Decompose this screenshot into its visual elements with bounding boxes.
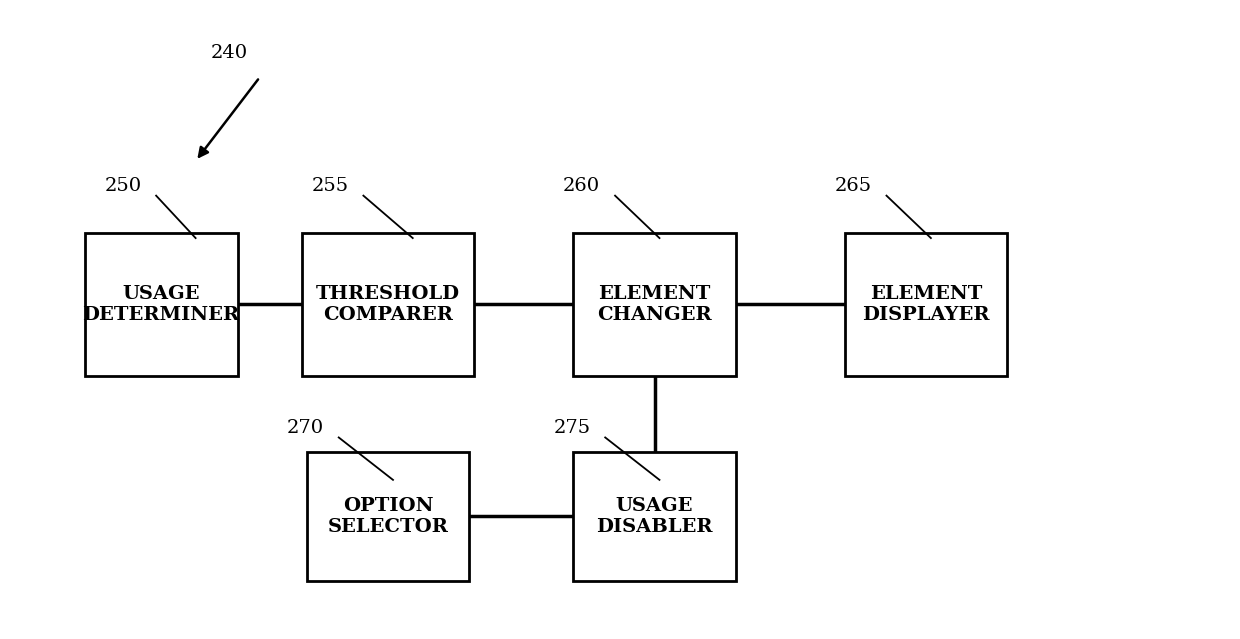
Bar — [306, 452, 470, 581]
Bar — [844, 233, 1007, 376]
Text: USAGE
DETERMINER: USAGE DETERMINER — [83, 285, 239, 323]
Bar — [84, 233, 238, 376]
Text: 240: 240 — [211, 43, 248, 61]
Bar — [301, 233, 475, 376]
Text: ELEMENT
CHANGER: ELEMENT CHANGER — [598, 285, 712, 323]
Bar — [573, 452, 737, 581]
Text: 255: 255 — [311, 177, 348, 195]
Text: 275: 275 — [553, 419, 590, 436]
Text: 250: 250 — [104, 177, 141, 195]
Text: USAGE
DISABLER: USAGE DISABLER — [596, 497, 713, 535]
Bar — [573, 233, 737, 376]
Text: ELEMENT
DISPLAYER: ELEMENT DISPLAYER — [862, 285, 990, 323]
Text: OPTION
SELECTOR: OPTION SELECTOR — [327, 497, 449, 535]
Text: 260: 260 — [563, 177, 600, 195]
Text: 265: 265 — [835, 177, 872, 195]
Text: 270: 270 — [286, 419, 324, 436]
Text: THRESHOLD
COMPARER: THRESHOLD COMPARER — [316, 285, 460, 323]
